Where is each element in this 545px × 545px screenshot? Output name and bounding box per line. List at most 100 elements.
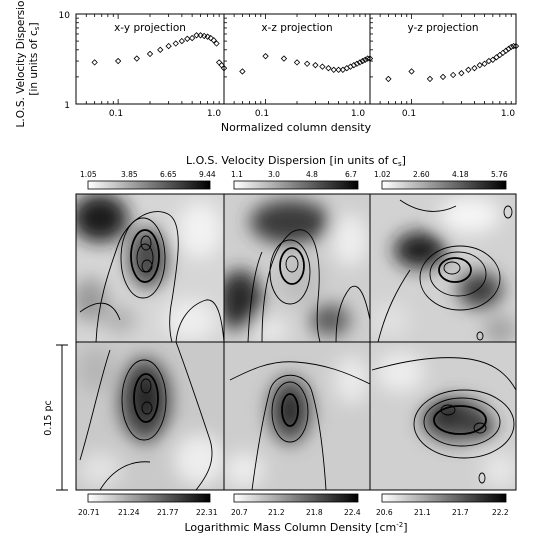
vel-bar2-tick-1: 3.0	[268, 170, 280, 179]
scatter-point	[426, 75, 434, 83]
scatter-series-xz	[239, 53, 374, 75]
y-axis-label-end: ]	[28, 22, 40, 26]
vel-bar3-tick-0: 1.02	[374, 170, 391, 179]
y-axis-label-line2-a: [in units of c	[28, 30, 40, 96]
scatter-point	[335, 66, 342, 73]
density-colorbar-1	[87, 493, 211, 503]
scatter-point	[204, 33, 211, 40]
density-map-xz	[224, 342, 370, 490]
den-bar3-tick-2: 21.7	[452, 508, 469, 517]
scatter-point	[280, 55, 288, 62]
scatter-point	[385, 75, 392, 83]
velocity-map-xz	[224, 194, 370, 342]
density-map-yz	[370, 342, 516, 490]
vel-bar3-tick-3: 5.76	[491, 170, 508, 179]
scatter-point	[239, 68, 246, 75]
scatter-point	[213, 40, 220, 47]
density-colorbar-label: Logarithmic Mass Column Density [cm-2]	[184, 521, 407, 534]
den-bar2-tick-2: 21.8	[306, 508, 323, 517]
scatter-point	[197, 32, 204, 39]
scatter-point	[319, 63, 326, 70]
scale-bar	[56, 344, 68, 491]
scatter-point	[510, 42, 517, 50]
density-colorbar-ticklabels: 20.71 21.24 21.77 22.31 20.7 21.2 21.8 2…	[78, 508, 509, 517]
scatter-point	[439, 73, 447, 81]
scatter-series-yz	[385, 42, 520, 83]
scatter-point	[353, 60, 361, 67]
map-frame-6	[369, 341, 517, 491]
scatter-point	[408, 68, 415, 75]
den-bar1-tick-2: 21.77	[157, 508, 179, 517]
den-bar1-tick-3: 22.31	[196, 508, 218, 517]
x-tick-label-yz-1.0: 1.0	[501, 109, 516, 119]
y-tick-label-10: 10	[59, 11, 71, 21]
vel-bar1-tick-1: 3.85	[121, 170, 138, 179]
scatter-point	[207, 34, 214, 42]
scatter-point	[220, 65, 228, 72]
scatter-point	[146, 50, 154, 58]
den-bar1-tick-1: 21.24	[118, 508, 140, 517]
y-axis-label-sub: s	[33, 26, 41, 30]
vel-bar1-tick-2: 6.65	[160, 170, 177, 179]
density-colorbar-3	[381, 493, 507, 503]
y-axis-label-line2: [in units of cs]	[28, 22, 41, 95]
vel-bar2-tick-0: 1.1	[231, 170, 243, 179]
scatter-point	[293, 59, 301, 66]
scatter-point	[114, 57, 122, 65]
scatter-point	[133, 55, 140, 62]
scatter-point	[489, 56, 496, 63]
scatter-point	[215, 59, 223, 66]
den-bar3-tick-1: 21.1	[414, 508, 431, 517]
velocity-colorbar-label-text: L.O.S. Velocity Dispersion [in units of …	[186, 154, 398, 167]
scatter-point	[458, 70, 465, 77]
scatter-point	[330, 66, 337, 73]
density-colorbar-2	[233, 493, 359, 503]
x-tick-label-xy-0.1: 0.1	[109, 109, 123, 119]
scatter-point	[312, 62, 319, 69]
scatter-point	[325, 65, 332, 72]
x-tick-label-yz-0.1: 0.1	[402, 109, 416, 119]
vel-bar2-tick-2: 4.8	[306, 170, 318, 179]
scatter-series-xy	[91, 32, 228, 72]
density-colorbar-label-sup: -2	[396, 521, 403, 529]
scatter-point	[350, 62, 357, 69]
scatter-point	[481, 60, 488, 67]
scatter-point	[201, 32, 208, 40]
velocity-map-yz	[370, 194, 516, 342]
scatter-point	[359, 57, 366, 65]
den-bar2-tick-1: 21.2	[268, 508, 285, 517]
vel-bar1-tick-3: 9.44	[199, 170, 216, 179]
scatter-point	[471, 65, 478, 72]
scatter-point	[218, 62, 225, 69]
vel-bar3-tick-1: 2.60	[413, 170, 430, 179]
velocity-colorbar-label-sub: s	[398, 160, 402, 168]
den-bar3-tick-0: 20.6	[376, 508, 393, 517]
scatter-point	[303, 60, 311, 67]
scatter-point	[362, 56, 369, 63]
scatter-point	[476, 62, 483, 69]
scatter-point	[449, 71, 457, 79]
density-colorbar-label-text: Logarithmic Mass Column Density [cm	[184, 521, 396, 534]
velocity-colorbar-3	[381, 180, 507, 190]
panel-title-yz: y-z projection	[407, 22, 478, 34]
y-tick-label-1: 1	[64, 101, 70, 111]
den-bar3-tick-3: 22.2	[492, 508, 509, 517]
scatter-point	[262, 53, 269, 60]
x-tick-label-xz-0.1: 0.1	[255, 109, 269, 119]
scatter-point	[356, 59, 364, 66]
axis-ticks	[76, 13, 517, 105]
panel-title-xz: x-z projection	[261, 22, 332, 34]
scatter-point	[210, 37, 217, 44]
velocity-colorbar-2	[233, 180, 359, 190]
y-axis-label-line1: L.O.S. Velocity Dispersion	[15, 0, 27, 127]
scatter-point	[172, 40, 179, 47]
scatter-point	[91, 59, 98, 66]
map-panels	[75, 193, 517, 491]
panel-title-xy: x-y projection	[114, 22, 186, 34]
den-bar2-tick-3: 22.4	[344, 508, 361, 517]
x-tick-label-xy-1.0: 1.0	[207, 109, 222, 119]
scatter-panels: x-y projection x-z projection y-z projec…	[15, 0, 520, 134]
velocity-colorbar-label-end: ]	[402, 154, 406, 167]
vel-bar1-tick-0: 1.05	[80, 170, 97, 179]
